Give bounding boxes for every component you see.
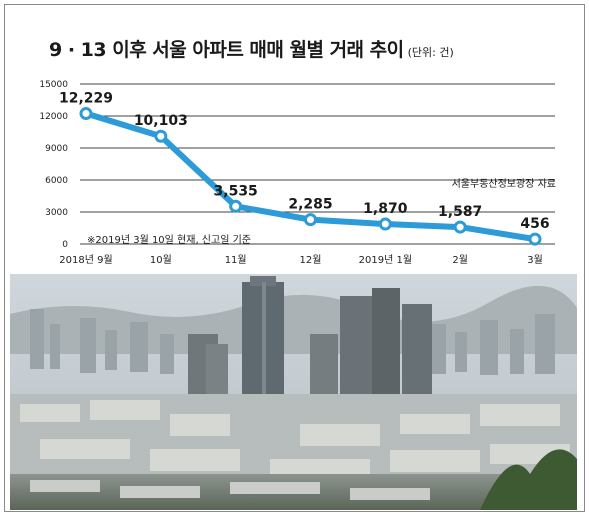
data-label: 1,587 [438,204,482,220]
gridlines [80,83,555,245]
x-tick-label: 3월 [527,254,543,266]
y-tick-label: 0 [62,240,68,250]
data-point [528,232,542,246]
y-tick-label: 9000 [45,144,68,154]
x-tick-label: 11월 [225,254,247,266]
data-point [453,220,467,234]
data-label: 2,285 [288,197,332,213]
data-points [79,107,542,246]
data-point [304,213,317,227]
unit-label: (단위: 건) [407,46,454,59]
data-label: 456 [520,216,549,232]
source-note: 서울부동산정보광장 자료 [451,179,556,190]
data-labels: 12,229 10,103 3,535 2,285 1,870 1,587 456 [59,91,550,233]
footnote: ※2019년 3월 10일 현재, 신고일 기준 [87,235,251,246]
x-tick-label: 2월 [452,254,468,266]
x-tick-label: 12월 [300,254,322,266]
y-axis-ticks: 0 3000 6000 9000 12000 15000 [39,80,68,250]
chart-title: 9 · 13 이후 서울 아파트 매매 월별 거래 추이 (단위: 건) [49,35,454,62]
x-tick-label: 2018년 9월 [59,254,112,266]
data-point [378,217,392,231]
x-tick-label: 2019년 1월 [359,254,412,266]
data-point [79,107,93,121]
data-label: 12,229 [59,91,113,107]
y-tick-label: 6000 [45,176,68,186]
y-tick-label: 3000 [45,208,68,218]
chart-title-text: 9 · 13 이후 서울 아파트 매매 월별 거래 추이 [49,39,404,61]
x-tick-label: 10월 [150,254,172,266]
x-axis-ticks: 2018년 9월 10월 11월 12월 2019년 1월 2월 3월 [59,254,542,266]
y-tick-label: 12000 [39,112,68,122]
data-label: 1,870 [363,201,408,217]
data-point [229,199,243,213]
data-label: 10,103 [134,113,188,129]
y-tick-label: 15000 [39,80,68,90]
city-skyline-photo [10,274,577,510]
data-point [154,129,168,143]
data-label: 3,535 [214,183,258,199]
